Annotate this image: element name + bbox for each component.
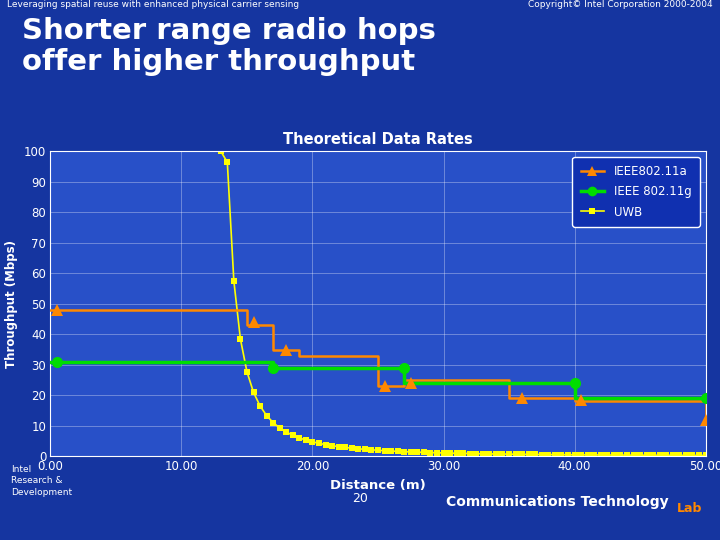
Text: 20: 20 (352, 491, 368, 505)
Text: Shorter range radio hops
offer higher throughput: Shorter range radio hops offer higher th… (22, 17, 436, 76)
Text: Communications Technology: Communications Technology (446, 495, 669, 509)
Y-axis label: Throughput (Mbps): Throughput (Mbps) (6, 240, 19, 368)
Text: Intel
Research &
Development: Intel Research & Development (11, 464, 72, 497)
Text: Lab: Lab (677, 502, 702, 515)
Title: Theoretical Data Rates: Theoretical Data Rates (283, 132, 473, 147)
Text: Copyright© Intel Corporation 2000-2004: Copyright© Intel Corporation 2000-2004 (528, 0, 713, 9)
Text: Leveraging spatial reuse with enhanced physical carrier sensing: Leveraging spatial reuse with enhanced p… (7, 0, 300, 9)
Legend: IEEE802.11a, IEEE 802.11g, UWB: IEEE802.11a, IEEE 802.11g, UWB (572, 157, 700, 227)
X-axis label: Distance (m): Distance (m) (330, 479, 426, 492)
